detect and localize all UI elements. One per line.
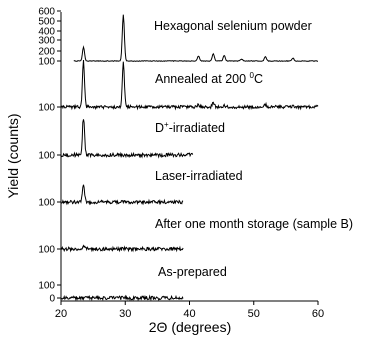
- series-line: [60, 184, 184, 206]
- y-tick-label: 100: [38, 103, 55, 114]
- x-tick-label: 30: [119, 308, 131, 320]
- series-label-suffix: C: [254, 72, 263, 86]
- y-axis-label: Yield (counts): [5, 113, 21, 198]
- series-line: [73, 14, 318, 62]
- x-tick-label: 60: [312, 308, 324, 320]
- series-line: [60, 59, 319, 111]
- series-line: [61, 244, 184, 253]
- y-tick-label: 400: [38, 27, 55, 38]
- y-tick-label: 100: [38, 245, 55, 256]
- y-tick-label: 100: [38, 151, 55, 162]
- y-tick-label: 100: [38, 198, 55, 209]
- series-label: Laser-irradiated: [155, 169, 243, 183]
- series-label-suffix: -irradiated: [169, 121, 225, 135]
- y-tick-label: 100: [38, 57, 55, 68]
- series-label-sup: +: [164, 120, 169, 129]
- series-line: [60, 294, 184, 302]
- y-tick-label: 100: [38, 281, 55, 292]
- y-tick-label: 0: [49, 294, 55, 305]
- series-label: D+-irradiated: [155, 120, 225, 135]
- series-label: After one month storage (sample B): [155, 217, 353, 231]
- series-label-sup: 0: [250, 71, 255, 80]
- labels: Hexagonal selenium powder Annealed at 200…: [154, 19, 353, 279]
- series-label-prefix: Annealed at 200: [155, 72, 250, 86]
- series-label-prefix: D: [155, 121, 164, 135]
- curves: [60, 14, 319, 302]
- x-tick-label: 40: [183, 308, 195, 320]
- series-line: [60, 119, 194, 159]
- x-tick-label: 50: [248, 308, 260, 320]
- y-tick-label: 300: [38, 36, 55, 47]
- series-label: Hexagonal selenium powder: [154, 19, 312, 33]
- x-tick-label: 20: [55, 308, 67, 320]
- x-axis-label: 2Θ (degrees): [149, 319, 231, 335]
- series-label: As-prepared: [158, 265, 227, 279]
- series-label: Annealed at 200 0C: [155, 71, 263, 86]
- y-tick-label: 200: [38, 47, 55, 58]
- axes: 20 30 40 50 60010010010010010010020030040050…: [38, 7, 324, 321]
- y-tick-label: 500: [38, 17, 55, 28]
- y-tick-label: 600: [38, 7, 55, 18]
